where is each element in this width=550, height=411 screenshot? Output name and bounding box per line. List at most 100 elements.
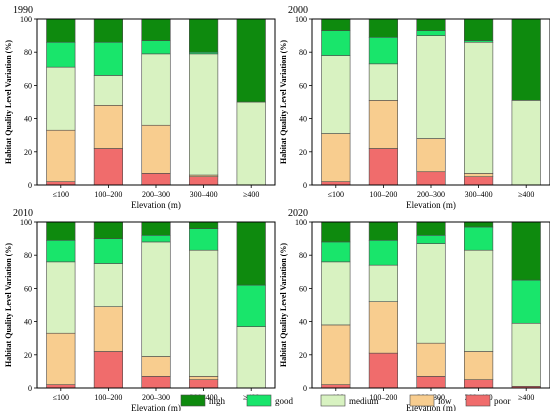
bar-medium-3 bbox=[464, 41, 494, 174]
x-tick-label: ≥400 bbox=[518, 393, 534, 402]
bar-low-3 bbox=[464, 173, 494, 178]
panel-title: 2010 bbox=[13, 208, 33, 219]
y-tick-label: 20 bbox=[299, 351, 307, 360]
y-tick-label: 80 bbox=[24, 48, 32, 57]
panel-2020: 020406080100≤100100–200200–300300–400≥40… bbox=[279, 208, 550, 411]
bar-good-0 bbox=[46, 239, 76, 263]
bar-poor-3 bbox=[189, 176, 219, 186]
bar-medium-1 bbox=[368, 264, 398, 302]
bar-low-0 bbox=[46, 332, 76, 385]
legend-label-low: low bbox=[438, 396, 452, 406]
bar-good-1 bbox=[368, 239, 398, 266]
y-tick-label: 0 bbox=[303, 384, 307, 393]
bar-good-0 bbox=[321, 30, 351, 56]
bar-poor-1 bbox=[368, 148, 398, 186]
bar-good-0 bbox=[46, 41, 76, 68]
y-tick-label: 80 bbox=[24, 251, 32, 260]
bar-high-1 bbox=[368, 18, 398, 38]
bar-low-1 bbox=[93, 306, 123, 352]
bar-good-3 bbox=[464, 226, 494, 251]
bar-low-3 bbox=[189, 376, 219, 381]
bar-medium-2 bbox=[416, 243, 446, 344]
bar-low-2 bbox=[416, 342, 446, 377]
bar-good-0 bbox=[321, 241, 351, 263]
bar-medium-2 bbox=[141, 53, 171, 126]
legend-label-high: high bbox=[209, 396, 226, 406]
y-tick-label: 100 bbox=[295, 218, 307, 227]
bar-good-1 bbox=[368, 36, 398, 65]
bar-low-1 bbox=[368, 100, 398, 149]
y-tick-label: 80 bbox=[299, 48, 307, 57]
x-tick-label: 100–200 bbox=[369, 393, 397, 402]
bar-medium-2 bbox=[416, 35, 446, 139]
bar-poor-3 bbox=[464, 176, 494, 186]
y-tick-label: 40 bbox=[24, 115, 32, 124]
panel-title: 1990 bbox=[13, 5, 33, 16]
bar-poor-3 bbox=[189, 379, 219, 389]
panel-1990: 0 20 40 60 80 100 ≤100 100–200 200–300 300–400 ≥40… bbox=[4, 5, 276, 210]
y-tick-label: 80 bbox=[299, 251, 307, 260]
bar-low-2 bbox=[416, 138, 446, 173]
bar-medium-0 bbox=[321, 261, 351, 326]
x-tick-label: ≤100 bbox=[53, 190, 69, 199]
bar-medium-1 bbox=[368, 63, 398, 101]
legend-swatch-high bbox=[180, 394, 206, 407]
bar-medium-3 bbox=[189, 53, 219, 176]
bar-good-1 bbox=[93, 41, 123, 76]
bar-high-2 bbox=[416, 221, 446, 236]
bar-high-0 bbox=[46, 18, 76, 43]
legend-swatch-poor bbox=[465, 394, 491, 407]
y-axis-label: Habitat Quality Level Variation (%) bbox=[279, 243, 288, 367]
bar-medium-1 bbox=[93, 75, 123, 106]
bar-good-3 bbox=[189, 228, 219, 251]
y-tick-label: 20 bbox=[24, 351, 32, 360]
bar-high-1 bbox=[368, 221, 398, 241]
y-tick-label: 100 bbox=[20, 218, 32, 227]
bar-poor-1 bbox=[368, 352, 398, 389]
bar-good-2 bbox=[416, 30, 446, 36]
y-tick-label: 60 bbox=[24, 284, 32, 293]
bar-good-2 bbox=[141, 40, 171, 55]
bar-medium-4 bbox=[511, 322, 541, 387]
x-tick-label: 200–300 bbox=[417, 190, 445, 199]
y-axis-label: Habitat Quality Level Variation (%) bbox=[279, 40, 288, 164]
bar-high-2 bbox=[416, 18, 446, 31]
bar-low-0 bbox=[46, 129, 76, 182]
bar-medium-4 bbox=[236, 326, 266, 389]
y-axis-label: Habitat Quality Level Variation (%) bbox=[4, 40, 13, 164]
bar-low-1 bbox=[93, 105, 123, 149]
x-axis-label: Elevation (m) bbox=[131, 200, 181, 210]
bar-high-1 bbox=[93, 18, 123, 43]
panel-title: 2000 bbox=[288, 5, 308, 16]
panel-2000: 0 20 40 60 80 100 ≤100 100–200 200–300 300–400 ≥40… bbox=[279, 5, 550, 210]
bar-high-2 bbox=[141, 221, 171, 236]
bar-medium-0 bbox=[46, 66, 76, 131]
bar-medium-3 bbox=[464, 249, 494, 352]
y-axis-label: Habitat Quality Level Variation (%) bbox=[4, 243, 13, 367]
legend-swatch-low bbox=[409, 394, 435, 407]
bar-medium-3 bbox=[189, 249, 219, 377]
bar-high-2 bbox=[141, 18, 171, 41]
bar-good-2 bbox=[416, 234, 446, 244]
panel-2010: 020406080100≤100100–200200–300300–400≥40… bbox=[4, 208, 276, 411]
bar-high-4 bbox=[236, 18, 266, 103]
x-axis-label: Elevation (m) bbox=[131, 403, 181, 411]
bar-high-3 bbox=[189, 221, 219, 229]
x-tick-label: ≥400 bbox=[243, 190, 259, 199]
bar-medium-0 bbox=[46, 261, 76, 334]
bar-high-0 bbox=[321, 18, 351, 31]
y-tick-label: 40 bbox=[299, 318, 307, 327]
y-tick-label: 100 bbox=[20, 15, 32, 24]
bar-high-0 bbox=[321, 221, 351, 243]
y-tick-label: 0 bbox=[28, 181, 32, 190]
x-axis-label: Elevation (m) bbox=[406, 403, 456, 411]
bar-good-1 bbox=[93, 238, 123, 264]
bar-medium-4 bbox=[236, 101, 266, 186]
bar-high-3 bbox=[464, 221, 494, 228]
x-tick-label: 200–300 bbox=[142, 190, 170, 199]
x-tick-label: ≥400 bbox=[518, 190, 534, 199]
bar-medium-0 bbox=[321, 55, 351, 134]
bar-high-3 bbox=[189, 18, 219, 53]
legend-swatch-good bbox=[246, 394, 272, 407]
